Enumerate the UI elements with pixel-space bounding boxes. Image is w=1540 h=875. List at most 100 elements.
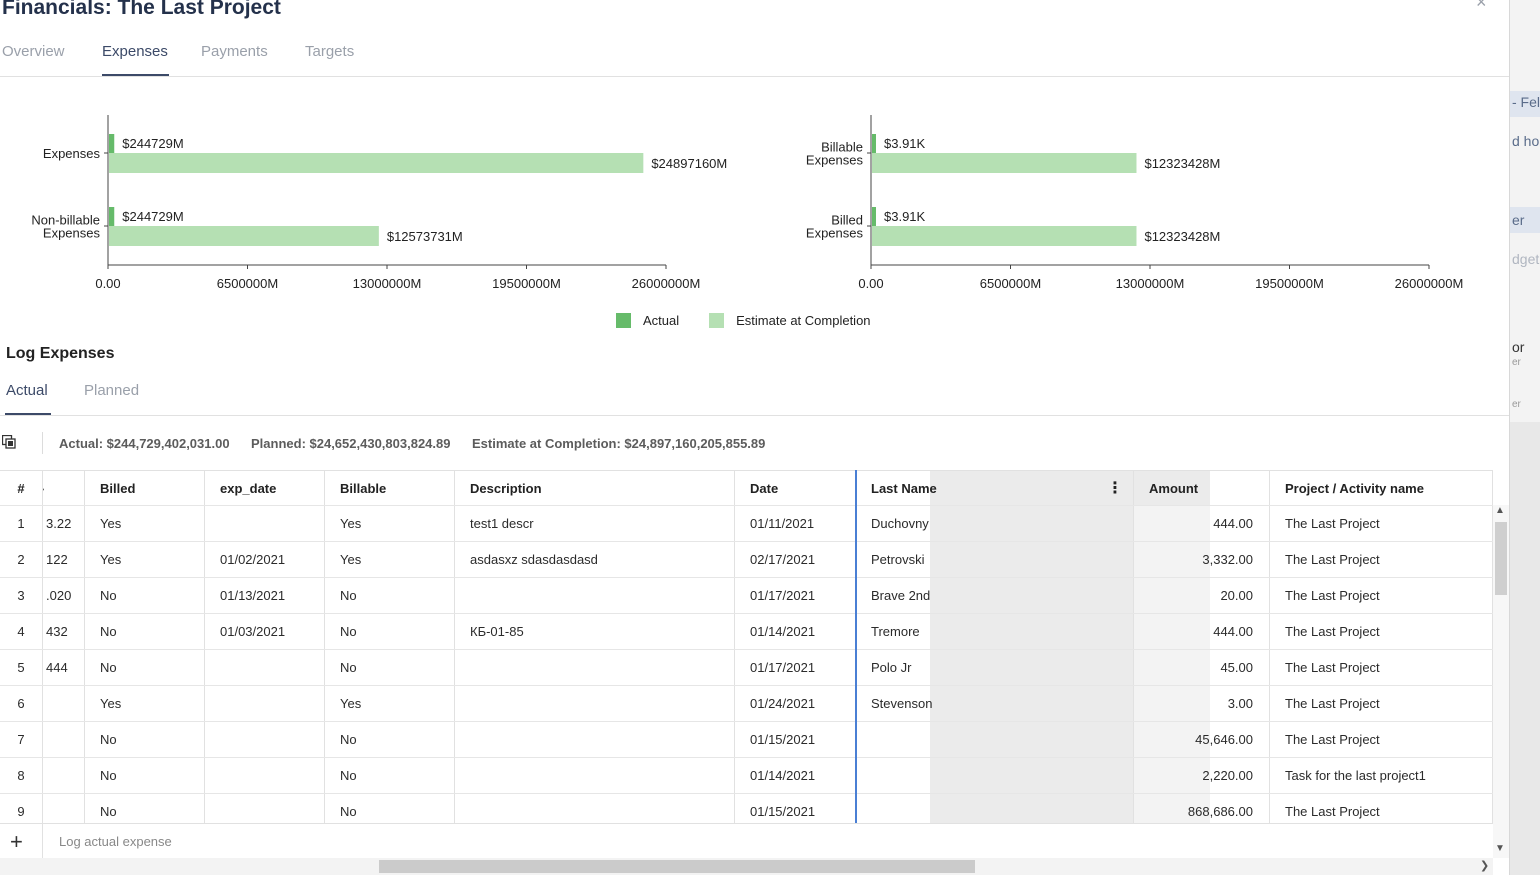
tab-expenses[interactable]: Expenses xyxy=(102,43,168,60)
cell-last-name[interactable]: Petrovski xyxy=(856,542,1134,577)
cell-billed[interactable]: No xyxy=(85,614,205,649)
subtab-planned[interactable]: Planned xyxy=(84,382,140,399)
cell-amount[interactable]: 868,686.00 xyxy=(1134,794,1270,823)
cell-billed[interactable]: Yes xyxy=(85,506,205,541)
header-amount[interactable]: Amount xyxy=(1134,471,1270,505)
cell-hidden-partial[interactable]: 432 xyxy=(43,614,85,649)
cell-index[interactable]: 2 xyxy=(0,542,43,577)
cell-last-name[interactable]: Brave 2nd xyxy=(856,578,1134,613)
column-menu-icon[interactable]: ⋮ xyxy=(1107,480,1123,497)
table-row[interactable]: 7 No No 01/15/2021 45,646.00 The Last Project xyxy=(0,722,1493,758)
horizontal-scrollbar[interactable]: ❯ xyxy=(0,858,1493,875)
log-expense-row[interactable]: + Log actual expense xyxy=(0,823,1493,859)
table-row[interactable]: 3 .020 No 01/13/2021 No 01/17/2021 Brave 2nd 20… xyxy=(0,578,1493,614)
cell-hidden-partial[interactable] xyxy=(43,722,85,757)
cell-exp-date[interactable] xyxy=(205,758,325,793)
cell-description[interactable] xyxy=(455,650,735,685)
cell-project[interactable]: The Last Project xyxy=(1270,650,1493,685)
cell-description[interactable] xyxy=(455,686,735,721)
header-last-name[interactable]: Last Name ⋮ xyxy=(856,471,1134,505)
cell-exp-date[interactable]: 01/03/2021 xyxy=(205,614,325,649)
cell-description[interactable]: asdasxz sdasdasdasd xyxy=(455,542,735,577)
cell-amount[interactable]: 20.00 xyxy=(1134,578,1270,613)
cell-date[interactable]: 01/17/2021 xyxy=(735,578,856,613)
table-row[interactable]: 8 No No 01/14/2021 2,220.00 Task for the last… xyxy=(0,758,1493,794)
cell-billed[interactable]: Yes xyxy=(85,686,205,721)
cell-exp-date[interactable] xyxy=(205,794,325,823)
cell-description[interactable] xyxy=(455,578,735,613)
cell-billable[interactable]: No xyxy=(325,650,455,685)
cell-description[interactable]: test1 descr xyxy=(455,506,735,541)
header-hidden-partial[interactable]: › xyxy=(43,471,85,505)
cell-amount[interactable]: 444.00 xyxy=(1134,506,1270,541)
cell-date[interactable]: 01/14/2021 xyxy=(735,614,856,649)
cell-amount[interactable]: 444.00 xyxy=(1134,614,1270,649)
scroll-down-icon[interactable]: ▼ xyxy=(1495,843,1505,854)
cell-last-name[interactable] xyxy=(856,722,1134,757)
cell-date[interactable]: 01/15/2021 xyxy=(735,722,856,757)
cell-billed[interactable]: No xyxy=(85,650,205,685)
header-index[interactable]: # xyxy=(0,471,43,505)
cell-last-name[interactable]: Polo Jr xyxy=(856,650,1134,685)
tab-targets[interactable]: Targets xyxy=(305,43,355,60)
copy-icon[interactable] xyxy=(2,435,16,449)
cell-last-name[interactable] xyxy=(856,794,1134,823)
subtab-actual[interactable]: Actual xyxy=(6,382,48,399)
cell-index[interactable]: 1 xyxy=(0,506,43,541)
log-expense-input[interactable]: Log actual expense xyxy=(59,834,172,849)
cell-billed[interactable]: No xyxy=(85,578,205,613)
table-row[interactable]: 5 444 No No 01/17/2021 Polo Jr 45.00 The Last P… xyxy=(0,650,1493,686)
cell-hidden-partial[interactable]: 122 xyxy=(43,542,85,577)
cell-amount[interactable]: 2,220.00 xyxy=(1134,758,1270,793)
cell-exp-date[interactable]: 01/13/2021 xyxy=(205,578,325,613)
header-project[interactable]: Project / Activity name xyxy=(1270,471,1493,505)
cell-index[interactable]: 7 xyxy=(0,722,43,757)
cell-project[interactable]: The Last Project xyxy=(1270,542,1493,577)
cell-exp-date[interactable]: 01/02/2021 xyxy=(205,542,325,577)
cell-amount[interactable]: 3,332.00 xyxy=(1134,542,1270,577)
cell-billable[interactable]: No xyxy=(325,578,455,613)
cell-last-name[interactable]: Duchovny xyxy=(856,506,1134,541)
cell-hidden-partial[interactable]: .020 xyxy=(43,578,85,613)
cell-exp-date[interactable] xyxy=(205,506,325,541)
header-description[interactable]: Description xyxy=(455,471,735,505)
scroll-right-icon[interactable]: ❯ xyxy=(1480,860,1490,872)
cell-date[interactable]: 01/17/2021 xyxy=(735,650,856,685)
tab-payments[interactable]: Payments xyxy=(201,43,268,60)
table-row[interactable]: 9 No No 01/15/2021 868,686.00 The Last Projec… xyxy=(0,794,1493,823)
close-icon[interactable]: × xyxy=(1476,0,1487,12)
cell-index[interactable]: 4 xyxy=(0,614,43,649)
cell-project[interactable]: Task for the last project1 xyxy=(1270,758,1493,793)
cell-billed[interactable]: No xyxy=(85,758,205,793)
cell-hidden-partial[interactable] xyxy=(43,758,85,793)
cell-billed[interactable]: No xyxy=(85,794,205,823)
cell-exp-date[interactable] xyxy=(205,686,325,721)
cell-index[interactable]: 8 xyxy=(0,758,43,793)
header-billable[interactable]: Billable xyxy=(325,471,455,505)
cell-date[interactable]: 01/11/2021 xyxy=(735,506,856,541)
cell-billable[interactable]: No xyxy=(325,758,455,793)
cell-date[interactable]: 01/15/2021 xyxy=(735,794,856,823)
cell-hidden-partial[interactable] xyxy=(43,794,85,823)
cell-last-name[interactable]: Tremore xyxy=(856,614,1134,649)
cell-project[interactable]: The Last Project xyxy=(1270,506,1493,541)
legend-item-actual[interactable]: Actual xyxy=(616,312,679,328)
header-exp-date[interactable]: exp_date xyxy=(205,471,325,505)
cell-amount[interactable]: 45.00 xyxy=(1134,650,1270,685)
cell-project[interactable]: The Last Project xyxy=(1270,578,1493,613)
cell-project[interactable]: The Last Project xyxy=(1270,794,1493,823)
cell-billed[interactable]: Yes xyxy=(85,542,205,577)
cell-date[interactable]: 02/17/2021 xyxy=(735,542,856,577)
cell-index[interactable]: 3 xyxy=(0,578,43,613)
cell-billable[interactable]: No xyxy=(325,722,455,757)
cell-hidden-partial[interactable]: 3.22 xyxy=(43,506,85,541)
horizontal-scroll-thumb[interactable] xyxy=(379,860,975,873)
table-row[interactable]: 2 122 Yes 01/02/2021 Yes asdasxz sdasdasdasd 0… xyxy=(0,542,1493,578)
tab-overview[interactable]: Overview xyxy=(2,43,65,60)
cell-exp-date[interactable] xyxy=(205,650,325,685)
cell-billable[interactable]: Yes xyxy=(325,506,455,541)
table-row[interactable]: 6 Yes Yes 01/24/2021 Stevenson 3.00 The Last P… xyxy=(0,686,1493,722)
cell-hidden-partial[interactable] xyxy=(43,686,85,721)
cell-description[interactable]: КБ-01-85 xyxy=(455,614,735,649)
cell-description[interactable] xyxy=(455,722,735,757)
